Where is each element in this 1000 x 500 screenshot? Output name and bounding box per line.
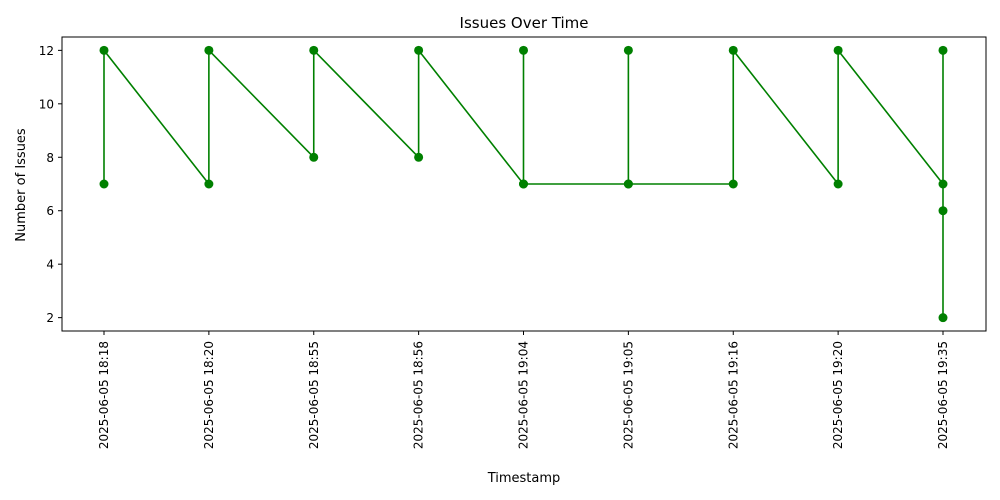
series-issues: [99, 45, 948, 323]
data-point: [414, 45, 424, 55]
data-point: [309, 152, 319, 162]
data-point: [623, 179, 633, 189]
x-tick-label: 2025-06-05 19:04: [517, 341, 531, 449]
data-point: [414, 152, 424, 162]
x-tick-label: 2025-06-05 18:55: [307, 341, 321, 449]
x-tick-label: 2025-06-05 19:35: [936, 341, 950, 449]
x-tick-label: 2025-06-05 19:16: [726, 341, 740, 449]
y-tick-label: 6: [46, 204, 54, 218]
data-point: [833, 179, 843, 189]
y-axis: 2 4 6 8 10 12: [39, 44, 62, 325]
x-tick-label: 2025-06-05 18:56: [412, 341, 426, 449]
data-point: [728, 45, 738, 55]
data-point: [938, 313, 948, 323]
x-tick-label: 2025-06-05 19:20: [831, 341, 845, 449]
y-tick-label: 12: [39, 44, 54, 58]
data-point: [519, 179, 528, 189]
data-point: [519, 45, 528, 55]
data-point: [204, 179, 214, 189]
data-point: [833, 45, 843, 55]
x-axis: 2025-06-05 18:18 2025-06-05 18:20 2025-06-…: [97, 331, 950, 449]
data-point: [728, 179, 738, 189]
data-point: [623, 45, 633, 55]
y-tick-label: 2: [46, 311, 54, 325]
data-point: [309, 45, 319, 55]
x-tick-label: 2025-06-05 18:18: [97, 341, 111, 449]
data-point: [99, 179, 109, 189]
x-axis-label: Timestamp: [487, 471, 561, 486]
data-point: [938, 206, 948, 216]
x-tick-label: 2025-06-05 19:05: [621, 341, 635, 449]
data-point: [204, 45, 214, 55]
y-tick-label: 8: [46, 151, 54, 165]
x-tick-label: 2025-06-05 18:20: [202, 341, 216, 449]
data-point: [99, 45, 109, 55]
series-line: [103, 49, 944, 319]
chart-title: Issues Over Time: [460, 14, 589, 32]
y-axis-label: Number of Issues: [14, 128, 29, 242]
data-point: [938, 45, 948, 55]
y-tick-label: 4: [46, 258, 54, 272]
data-point: [938, 179, 948, 189]
y-tick-label: 10: [39, 97, 54, 111]
